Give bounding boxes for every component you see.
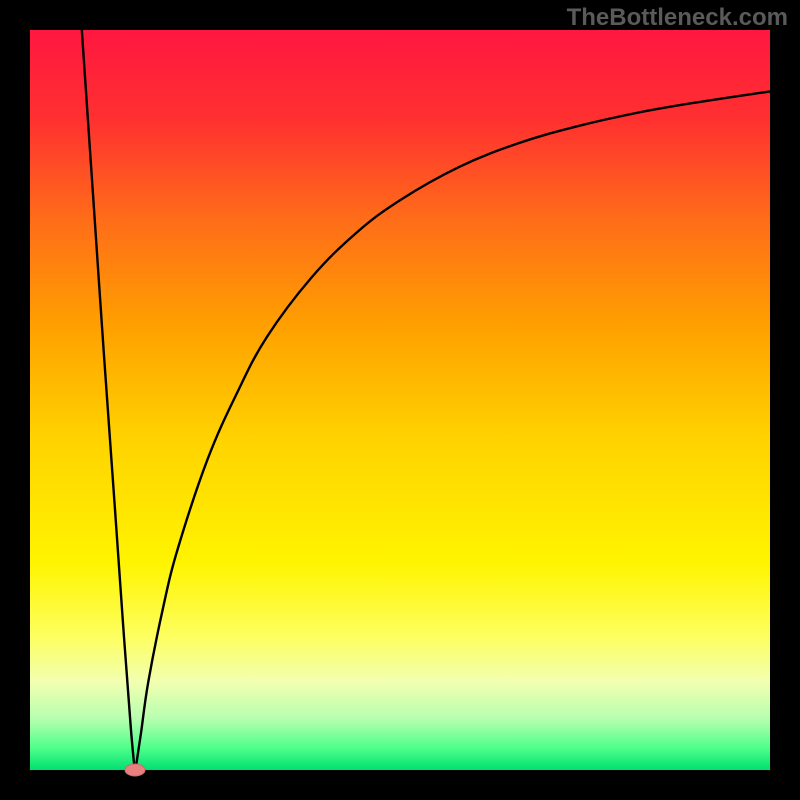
- plot-background-gradient: [30, 30, 770, 770]
- watermark-text: TheBottleneck.com: [567, 4, 788, 32]
- null-point-marker: [125, 764, 145, 776]
- bottleneck-chart: [0, 0, 800, 800]
- chart-container: TheBottleneck.com: [0, 0, 800, 800]
